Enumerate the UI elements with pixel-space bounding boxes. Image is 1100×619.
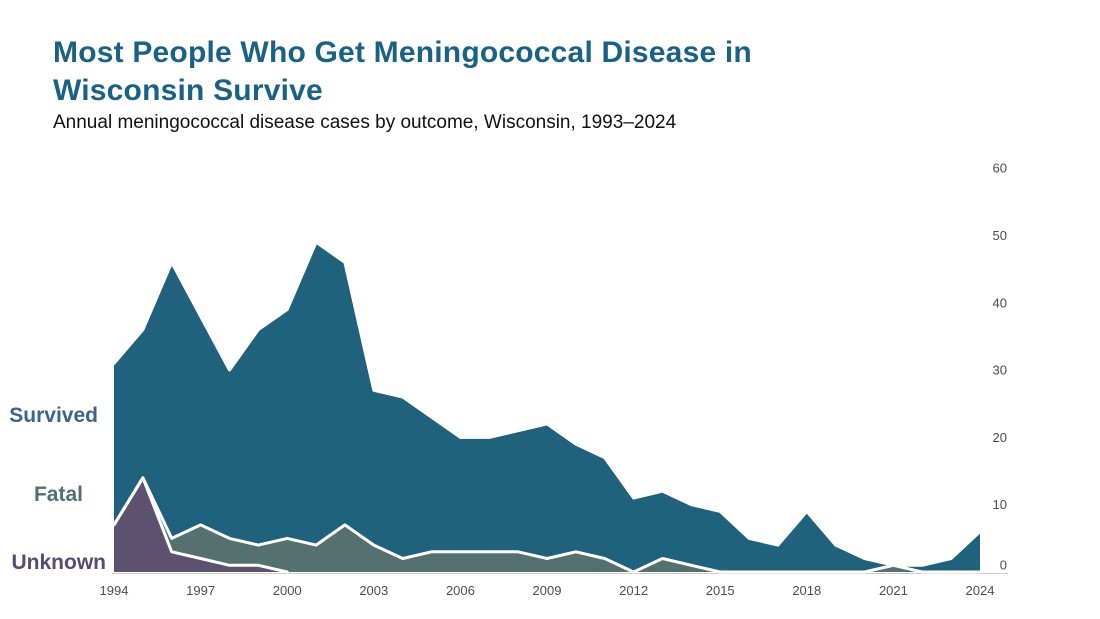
x-tick-label: 2015 [706,583,735,598]
area-unknown [114,477,980,572]
series-label-unknown: Unknown [11,551,107,574]
x-tick-label: 2009 [533,583,562,598]
series-label-survived: Survived [9,404,98,427]
y-tick-label: 50 [993,228,1007,243]
y-tick-label: 10 [993,497,1007,512]
x-tick-label: 2018 [792,583,821,598]
y-tick-label: 40 [993,295,1007,310]
x-tick-label: 2024 [966,583,995,598]
x-tick-label: 1994 [100,583,129,598]
series-label-fatal: Fatal [33,483,83,506]
x-tick-label: 1997 [186,583,215,598]
y-tick-label: 30 [993,363,1007,378]
x-tick-label: 2006 [446,583,475,598]
y-tick-label: 20 [993,430,1007,445]
outline-survived [112,240,982,567]
chart-subtitle: Annual meningococcal disease cases by ou… [53,112,677,133]
area-fatal [114,477,980,572]
x-tick-label: 2021 [879,583,908,598]
x-tick-label: 2003 [359,583,388,598]
y-tick-label: 0 [1000,558,1007,573]
chart-title: Most People Who Get Meningococcal Diseas… [53,36,752,107]
x-tick-label: 2000 [273,583,302,598]
area-survived [114,242,980,572]
outline-fatal [112,476,982,574]
y-tick-label: 60 [993,161,1007,176]
x-tick-label: 2012 [619,583,648,598]
